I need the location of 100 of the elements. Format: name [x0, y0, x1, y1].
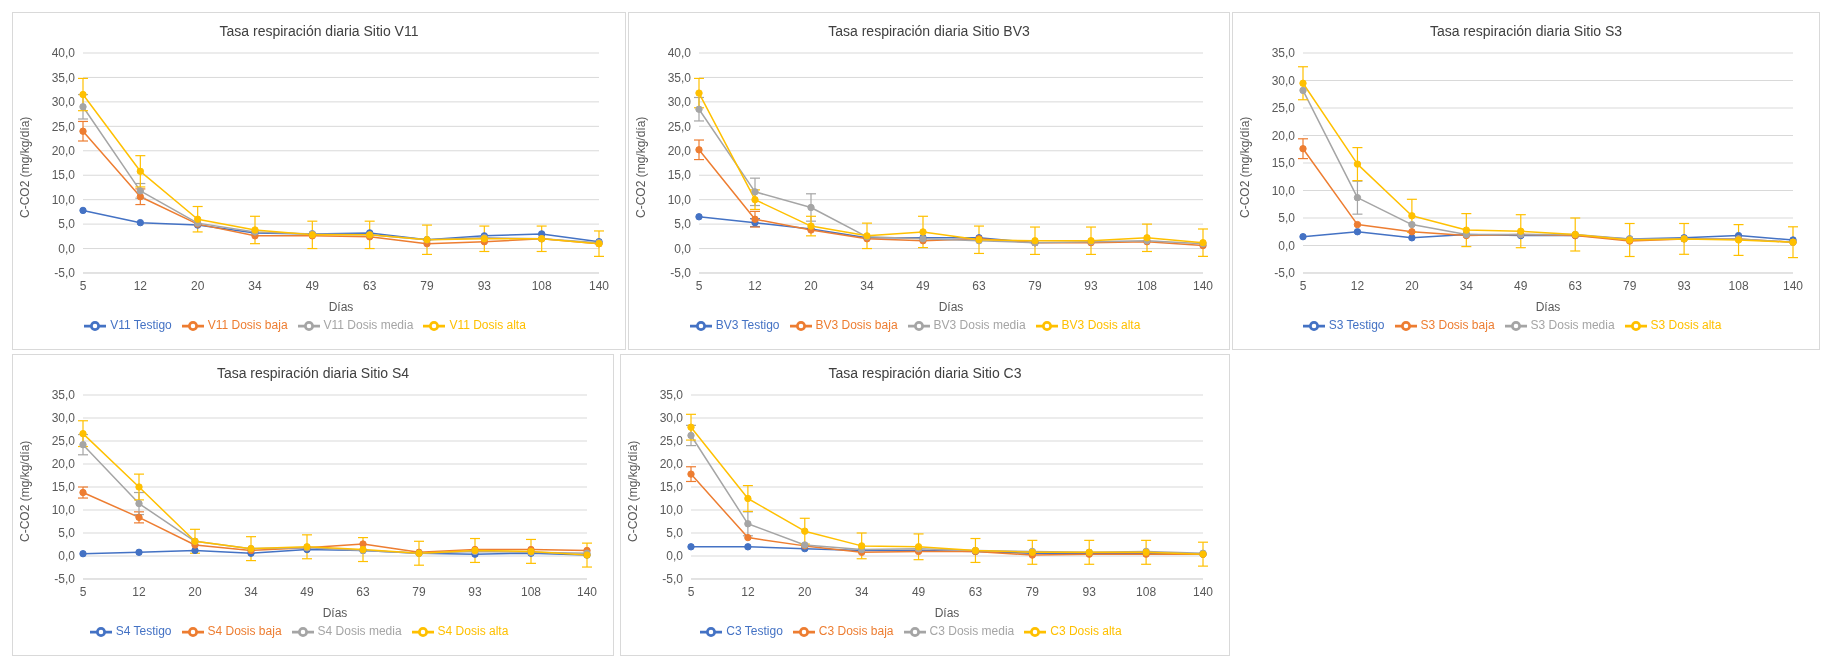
x-tick-label: 20: [190, 278, 205, 293]
x-tick-label: 63: [968, 584, 983, 599]
y-tick-label: 20,0: [659, 457, 684, 472]
x-tick-label: 12: [741, 584, 755, 599]
x-tick-label: 63: [362, 278, 377, 293]
y-tick-label: 15,0: [1271, 156, 1296, 171]
y-tick-label: -5,0: [54, 572, 76, 587]
x-tick-label: 34: [244, 584, 258, 599]
y-tick-label: 15,0: [51, 168, 76, 183]
y-tick-label: 35,0: [667, 70, 692, 85]
x-tick-label: 49: [305, 278, 320, 293]
x-tick-label: 20: [798, 584, 812, 599]
y-tick-label: 30,0: [659, 411, 684, 426]
y-tick-label: 35,0: [659, 388, 684, 403]
x-tick-label: 79: [1622, 278, 1637, 293]
legend-label: S4 Testigo: [115, 624, 172, 639]
x-tick-label: 49: [911, 584, 926, 599]
x-tick-label: 5: [687, 584, 695, 599]
legend-label: S4 Dosis media: [317, 624, 402, 639]
legend-label: S3 Dosis media: [1530, 318, 1615, 333]
x-tick-label: 140: [1192, 584, 1214, 599]
y-tick-label: 5,0: [1278, 211, 1296, 226]
x-tick-label: 93: [477, 278, 492, 293]
x-axis-title: Días: [1535, 300, 1561, 314]
y-tick-label: 35,0: [51, 70, 76, 85]
x-tick-label: 49: [916, 278, 930, 293]
legend-label: BV3 Dosis alta: [1061, 318, 1141, 333]
x-tick-label: 108: [1136, 584, 1157, 599]
x-tick-label: 12: [748, 278, 762, 293]
y-tick-label: 0,0: [58, 241, 76, 256]
x-tick-label: 63: [972, 278, 986, 293]
x-tick-label: 12: [1350, 278, 1365, 293]
y-axis-title: C-CO2 (mg/kg/día): [18, 440, 33, 542]
x-tick-label: 5: [79, 584, 87, 599]
chart-title: Tasa respiración diaria Sitio S4: [215, 365, 411, 383]
x-tick-label: 20: [804, 278, 818, 293]
legend-label: BV3 Dosis media: [933, 318, 1026, 333]
y-tick-label: 20,0: [51, 144, 76, 159]
legend-label: S3 Dosis alta: [1650, 318, 1722, 333]
y-tick-label: 0,0: [58, 549, 76, 564]
legend-label: C3 Dosis media: [929, 624, 1015, 639]
y-tick-label: 25,0: [51, 434, 76, 449]
y-tick-label: -5,0: [670, 266, 692, 281]
x-tick-label: 79: [1028, 278, 1042, 293]
y-tick-label: 5,0: [674, 217, 692, 232]
x-axis-title: Días: [934, 606, 960, 620]
x-tick-label: 20: [188, 584, 202, 599]
y-tick-label: 25,0: [667, 119, 692, 134]
legend-label: S4 Dosis alta: [437, 624, 509, 639]
legend-label: V11 Dosis alta: [449, 318, 526, 333]
legend-label: S3 Dosis baja: [1420, 318, 1495, 333]
x-tick-label: 34: [1459, 278, 1474, 293]
legend-label: C3 Testigo: [726, 624, 783, 639]
y-axis-title: C-CO2 (mg/kg/día): [18, 116, 33, 218]
x-tick-label: 12: [133, 278, 148, 293]
legend-label: C3 Dosis baja: [818, 624, 894, 639]
chart-title: Tasa respiración diaria Sitio S3: [1428, 23, 1624, 41]
legend-label: BV3 Dosis baja: [815, 318, 898, 333]
x-tick-label: 93: [468, 584, 482, 599]
x-tick-label: 140: [1192, 278, 1214, 293]
legend-label: BV3 Testigo: [715, 318, 780, 333]
y-tick-label: 25,0: [51, 119, 76, 134]
y-tick-label: 35,0: [1271, 46, 1296, 61]
y-tick-label: -5,0: [54, 266, 76, 281]
y-axis-title: C-CO2 (mg/kg/día): [634, 116, 649, 218]
y-tick-label: 30,0: [51, 95, 76, 110]
x-tick-label: 79: [412, 584, 426, 599]
y-tick-label: 10,0: [659, 503, 684, 518]
x-tick-label: 34: [248, 278, 262, 293]
y-tick-label: -5,0: [1274, 266, 1296, 281]
y-tick-label: 25,0: [659, 434, 684, 449]
x-tick-label: 5: [79, 278, 87, 293]
y-tick-label: 15,0: [659, 480, 684, 495]
x-tick-label: 63: [356, 584, 370, 599]
chart-title: Tasa respiración diaria Sitio C3: [827, 365, 1023, 383]
y-tick-label: 0,0: [1278, 238, 1296, 253]
x-tick-label: 140: [576, 584, 598, 599]
y-tick-label: 40,0: [667, 46, 692, 61]
y-tick-label: 0,0: [666, 549, 684, 564]
x-tick-label: 108: [520, 584, 542, 599]
y-tick-label: 30,0: [51, 411, 76, 426]
legend-label: S4 Dosis baja: [207, 624, 282, 639]
y-tick-label: 10,0: [51, 192, 76, 207]
x-tick-label: 12: [132, 584, 146, 599]
x-tick-label: 20: [1405, 278, 1419, 293]
x-tick-label: 140: [1782, 278, 1804, 293]
y-tick-label: 0,0: [674, 241, 692, 256]
y-tick-label: 10,0: [51, 503, 76, 518]
x-tick-label: 108: [531, 278, 552, 293]
x-tick-label: 79: [1025, 584, 1040, 599]
y-tick-label: 15,0: [51, 480, 76, 495]
x-tick-label: 108: [1728, 278, 1749, 293]
chart-title: Tasa respiración diaria Sitio V11: [218, 23, 420, 41]
x-tick-label: 79: [420, 278, 434, 293]
y-tick-label: 40,0: [51, 46, 76, 61]
x-tick-label: 49: [300, 584, 314, 599]
legend-label: C3 Dosis alta: [1050, 624, 1122, 639]
x-tick-label: 5: [1299, 278, 1307, 293]
y-tick-label: 15,0: [667, 168, 692, 183]
legend-label: V11 Testigo: [110, 318, 172, 333]
